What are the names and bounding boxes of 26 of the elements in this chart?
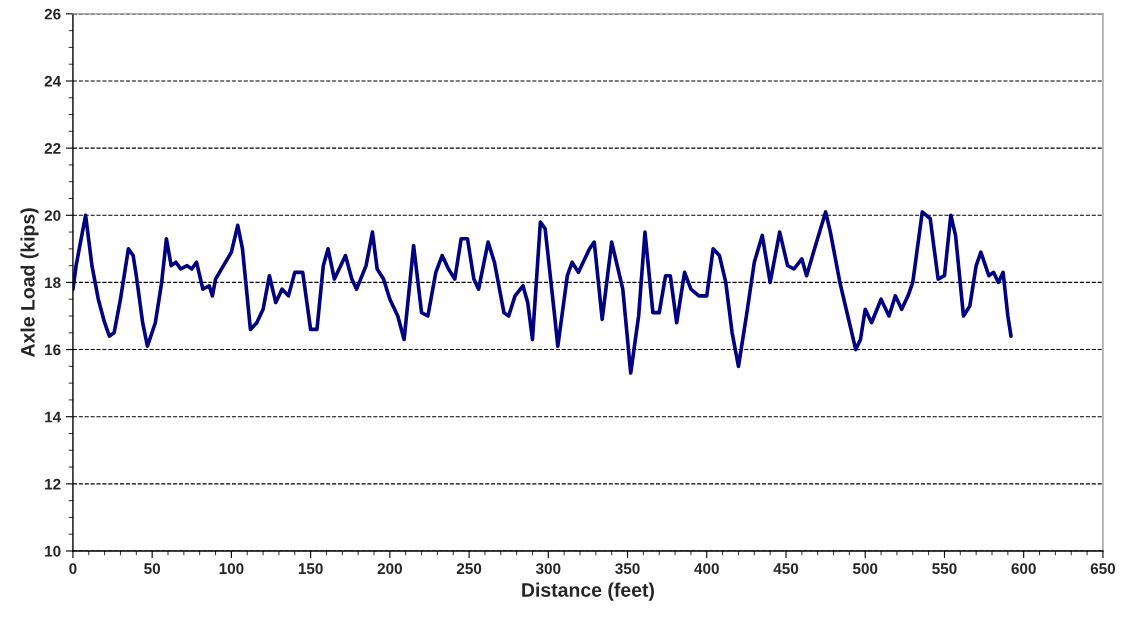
x-tick-label: 400 [694,563,719,575]
y-tick-label: 24 [44,75,62,87]
y-tick-label: 26 [44,8,61,20]
x-tick-label: 150 [298,563,323,575]
y-tick-label: 16 [45,344,61,356]
x-tick-label: 500 [852,563,878,575]
x-axis-title: Distance (feet) [522,582,654,601]
x-tick-label: 650 [1090,563,1116,575]
y-tick-label: 18 [45,277,61,289]
x-tick-label: 100 [219,563,244,575]
x-tick-label: 250 [456,563,482,575]
y-tick-label: 14 [45,411,62,423]
x-tick-label: 550 [932,563,957,575]
y-tick-label: 12 [45,478,61,490]
line-series [72,210,1013,375]
x-tick-label: 350 [615,563,640,575]
x-tick-label: 0 [69,563,77,575]
y-tick-label: 22 [44,143,61,154]
x-tick-label: 450 [773,563,799,575]
x-tick-label: 300 [535,563,561,575]
y-axis-title: Axle Load (kips) [20,208,39,358]
x-tick-label: 600 [1011,563,1036,575]
y-tick-label: 20 [44,210,61,221]
x-tick-label: 50 [144,563,161,575]
x-tick-label: 200 [377,563,402,575]
y-tick-label: 10 [45,545,61,557]
